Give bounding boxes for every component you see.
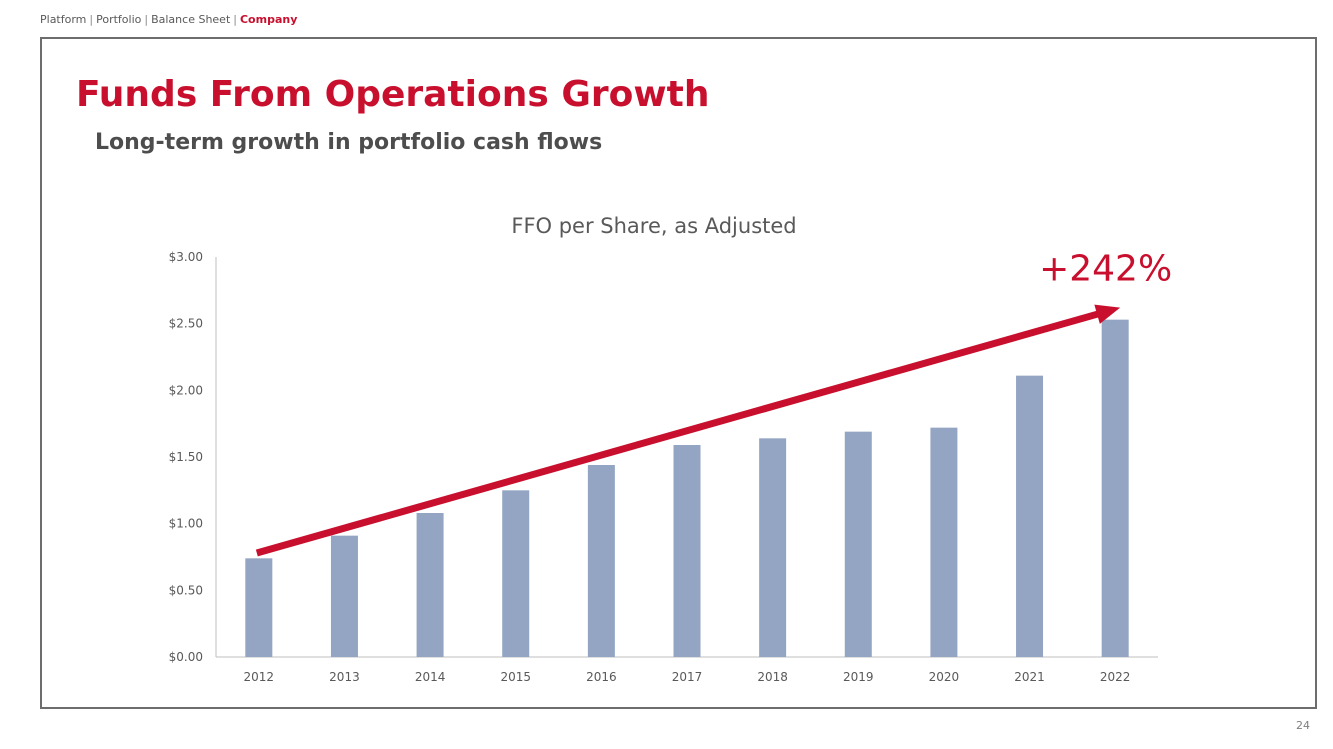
breadcrumb-item-platform[interactable]: Platform <box>40 13 87 26</box>
x-tick-label: 2016 <box>586 670 617 684</box>
bar-2016 <box>587 465 615 657</box>
x-tick-label: 2012 <box>244 670 275 684</box>
bar-2022 <box>1101 319 1129 657</box>
growth-annotation: +242% <box>255 249 1172 557</box>
y-tick-label: $1.00 <box>169 517 203 531</box>
y-tick-label: $0.00 <box>169 650 203 664</box>
growth-arrow-head <box>1094 304 1121 324</box>
y-tick-label: $2.50 <box>169 317 203 331</box>
bar-2021 <box>1016 375 1044 657</box>
growth-percent-label: +242% <box>1039 249 1172 290</box>
slide-frame <box>40 37 1317 709</box>
breadcrumb-item-balance-sheet[interactable]: Balance Sheet <box>151 13 231 26</box>
bar-2018 <box>759 438 787 657</box>
breadcrumb-separator: | <box>144 13 149 26</box>
breadcrumb-separator: | <box>233 13 237 26</box>
bar-2012 <box>245 558 273 657</box>
x-tick-label: 2020 <box>929 670 960 684</box>
x-tick-label: 2022 <box>1100 670 1131 684</box>
y-tick-label: $3.00 <box>169 250 203 264</box>
breadcrumb-separator: | <box>89 13 94 26</box>
bar-2020 <box>930 427 958 657</box>
growth-arrow-line <box>255 310 1100 557</box>
y-tick-label: $0.50 <box>169 583 203 597</box>
x-axis: 2012 2013 2014 2015 2016 2017 2018 2019 2020 2021… <box>216 656 1158 684</box>
x-tick-label: 2013 <box>329 670 360 684</box>
page-number: 24 <box>1296 719 1310 732</box>
x-tick-label: 2018 <box>757 670 788 684</box>
x-tick-label: 2015 <box>500 670 531 684</box>
bar-2019 <box>844 431 872 657</box>
breadcrumb-item-company[interactable]: Company <box>239 13 298 26</box>
x-tick-label: 2014 <box>415 670 446 684</box>
chart-title: FFO per Share, as Adjusted <box>511 214 796 238</box>
bar-2013 <box>330 535 358 657</box>
y-tick-label: $1.50 <box>169 450 203 464</box>
breadcrumb-item-portfolio[interactable]: Portfolio <box>96 13 142 26</box>
y-axis: $0.00 $0.50 $1.00 $1.50 $2.00 $2.50 $3.00 <box>169 250 217 664</box>
bar-2015 <box>502 490 530 657</box>
breadcrumb: Platform | Portfolio | Balance Sheet | Company <box>40 13 297 26</box>
x-tick-label: 2021 <box>1014 670 1045 684</box>
bar-series <box>245 319 1129 657</box>
page-subtitle: Long-term growth in portfolio cash flows <box>95 130 603 155</box>
x-tick-label: 2017 <box>672 670 703 684</box>
page-title: Funds From Operations Growth <box>76 74 710 115</box>
x-tick-label: 2019 <box>843 670 874 684</box>
bar-2014 <box>416 513 444 657</box>
y-tick-label: $2.00 <box>169 383 203 397</box>
bar-2017 <box>673 445 701 657</box>
